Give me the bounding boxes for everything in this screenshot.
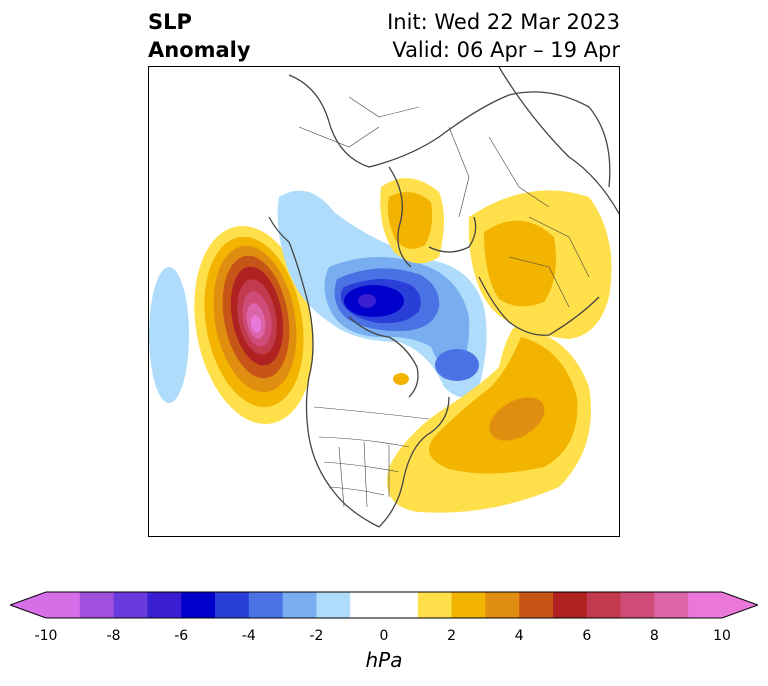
colorbar-segment: [248, 592, 284, 618]
colorbar-segment: [350, 592, 385, 618]
colorbar-segment: [654, 592, 689, 618]
colorbar-segment: [215, 592, 250, 618]
colorbar-tick-label: 4: [514, 628, 524, 644]
anomaly-fields: [149, 178, 612, 513]
colorbar-segment: [384, 592, 419, 618]
valid-range: Valid: 06 Apr – 19 Apr: [392, 38, 620, 62]
colorbar-segment: [181, 592, 216, 618]
title-line-2: Anomaly: [148, 38, 251, 62]
colorbar-tick-label: 8: [649, 628, 659, 644]
colorbar-segment: [519, 592, 554, 618]
map-title: SLP Anomaly: [148, 8, 251, 64]
colorbar-segment: [79, 592, 115, 618]
colorbar-segment: [620, 592, 655, 618]
colorbar-segment: [282, 592, 317, 618]
colorbar-extend-min: [10, 592, 46, 618]
colorbar-segment: [113, 592, 148, 618]
init-date: Init: Wed 22 Mar 2023: [387, 10, 620, 34]
colorbar-segment: [451, 592, 486, 618]
colorbar-tick-label: -4: [241, 628, 256, 644]
colorbar-segment: [316, 592, 351, 618]
colorbar-segment: [688, 592, 723, 618]
colorbar-segment: [46, 592, 81, 618]
colorbar-tick-label: -6: [174, 628, 189, 644]
colorbar-segment: [553, 592, 588, 618]
colorbar-tick-label: 0: [379, 628, 389, 644]
colorbar: [8, 590, 760, 620]
colorbar-segment: [586, 592, 622, 618]
colorbar-units: hPa: [365, 648, 403, 672]
map-canvas: [149, 67, 619, 528]
colorbar-tick-label: -8: [106, 628, 121, 644]
colorbar-segment: [417, 592, 453, 618]
colorbar-tick-label: -2: [309, 628, 324, 644]
title-line-1: SLP: [148, 10, 192, 34]
colorbar-extend-max: [722, 592, 758, 618]
coastlines: [268, 67, 619, 528]
anomaly-map: [148, 66, 620, 537]
borders: [298, 96, 590, 508]
colorbar-graphic: [8, 591, 760, 619]
colorbar-tick-label: -10: [34, 628, 58, 644]
date-info: Init: Wed 22 Mar 2023 Valid: 06 Apr – 19…: [387, 8, 620, 64]
colorbar-tick-label: 2: [447, 628, 457, 644]
colorbar-segment: [485, 592, 520, 618]
colorbar-tick-label: 6: [582, 628, 592, 644]
colorbar-segment: [147, 592, 182, 618]
colorbar-tick-label: 10: [713, 628, 731, 644]
